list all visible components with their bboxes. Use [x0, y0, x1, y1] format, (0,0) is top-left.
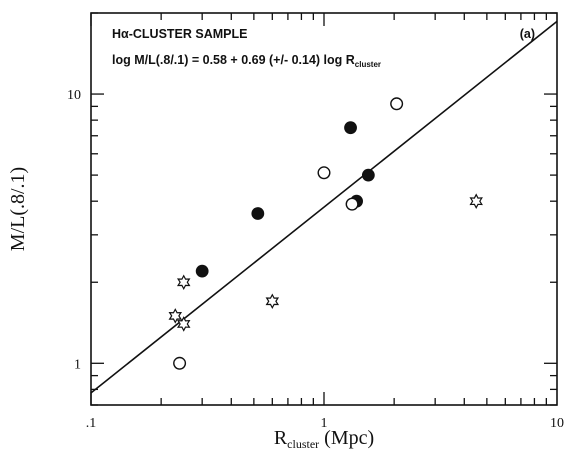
fit-equation-subscript: cluster [355, 60, 381, 69]
y-axis-title: M/L(.8/.1) [7, 167, 29, 251]
axes-group [90, 12, 558, 406]
x-axis-title-sub: cluster [287, 437, 319, 450]
star-point [168, 308, 183, 324]
open-circle-point [173, 356, 187, 370]
tick-labels: .1 1 10 1 10 [67, 88, 564, 431]
open-circle-point [345, 197, 359, 211]
tick-marks [90, 12, 557, 406]
star-point [176, 316, 191, 332]
y-tick-label: 1 [74, 357, 81, 372]
plot-frame [90, 12, 558, 406]
x-tick-label: 10 [550, 416, 564, 431]
filled-circle-point [361, 168, 375, 182]
filled-circle-point [344, 121, 357, 135]
star-point [176, 274, 191, 291]
filled-circle-point [251, 207, 265, 220]
x-axis-title-main: R [274, 427, 288, 449]
x-axis-title: Rcluster (Mpc) [274, 427, 374, 450]
panel-label: (a) [520, 27, 535, 41]
fit-equation: log M/L(.8/.1) = 0.58 + 0.69 (+/- 0.14) … [112, 53, 381, 69]
x-tick-label: .1 [86, 416, 97, 431]
open-circle-point [390, 97, 404, 111]
fit-line [90, 20, 558, 394]
x-axis-title-units: (Mpc) [319, 427, 374, 449]
x-tick-label: 1 [321, 416, 328, 431]
chart-title: Hα-CLUSTER SAMPLE [112, 27, 247, 41]
open-circle-point [317, 166, 331, 180]
filled-circle-point [195, 264, 209, 278]
fit-equation-main: log M/L(.8/.1) = 0.58 + 0.69 (+/- 0.14) … [112, 53, 355, 67]
data-points [168, 97, 483, 370]
y-tick-label: 10 [67, 88, 81, 103]
star-point [469, 193, 483, 209]
star-point [265, 293, 280, 310]
